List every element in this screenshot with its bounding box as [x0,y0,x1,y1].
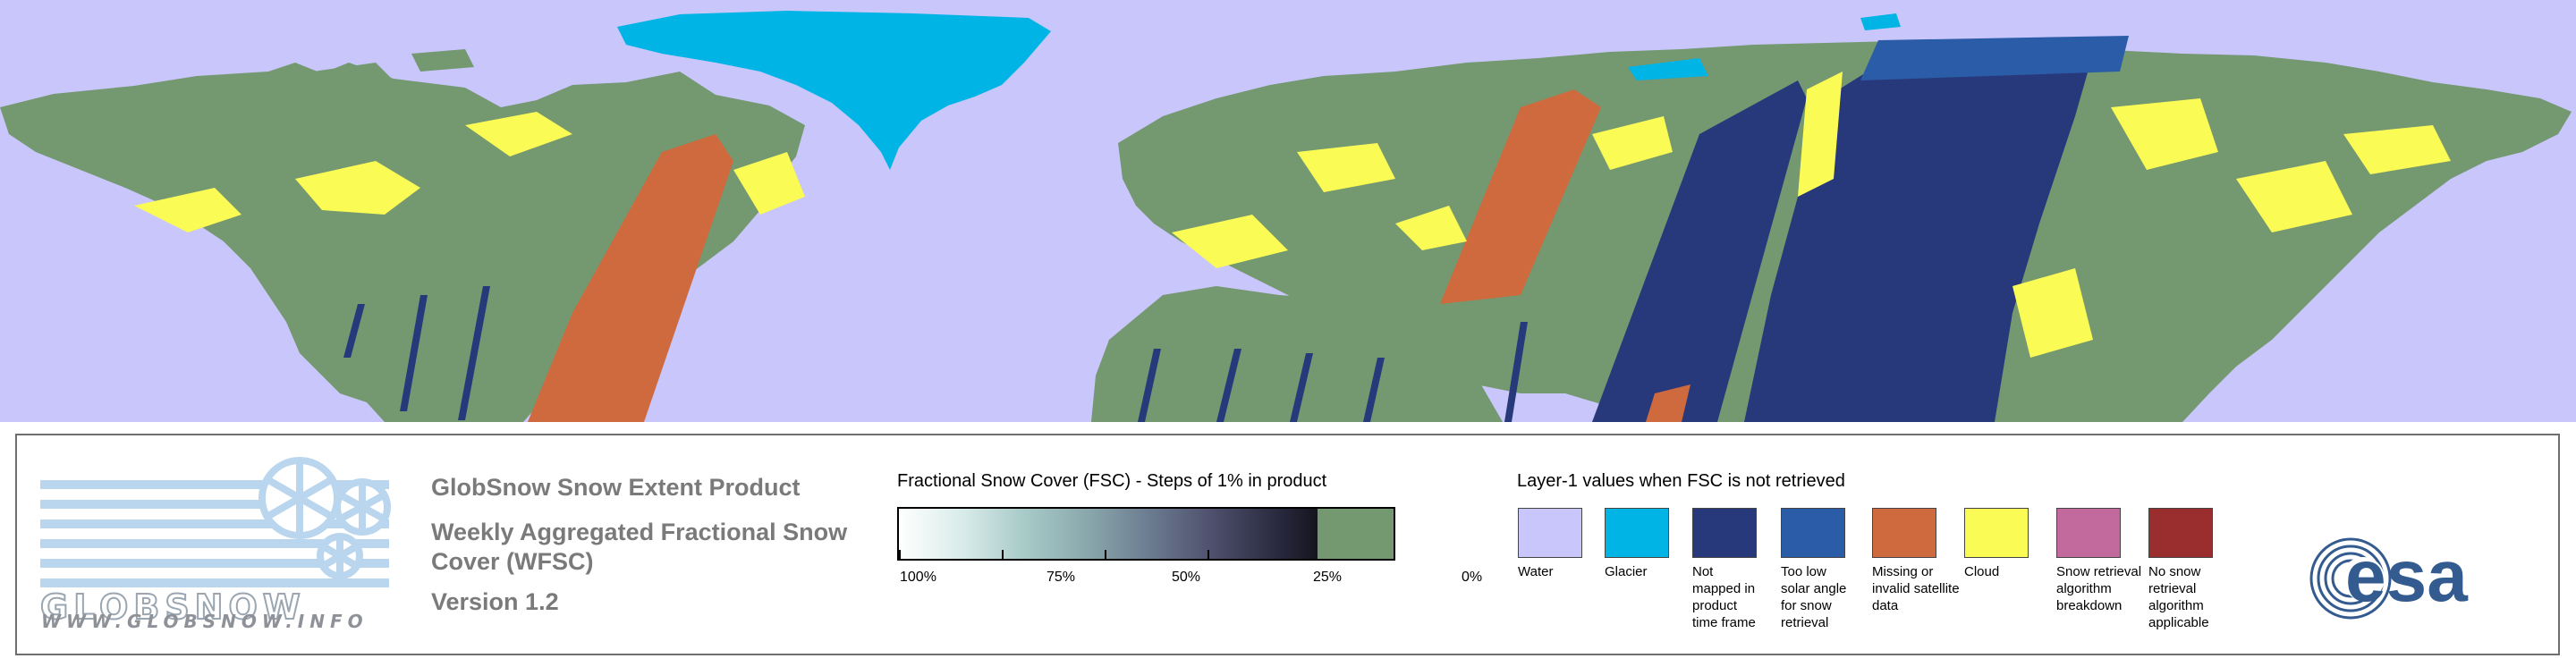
label-cloud: Cloud [1964,564,2000,579]
swatch-low-solar [1781,508,1845,558]
thin-swaths [343,286,1528,422]
fsc-tick-label: 25% [1313,570,1343,585]
label-algorithm-breakdown: Snow retrieval algorithm breakdown [2056,564,2142,613]
swath-missing-asia [1646,384,1690,422]
swath-missing-na [528,134,733,422]
swatch-not-mapped [1692,508,1757,558]
fsc-tick-label: 100% [900,570,936,585]
swatch-water [1518,508,1582,558]
fsc-tick-label: 75% [1046,570,1076,585]
map-canvas [0,11,2572,422]
product-version: Version 1.2 [431,588,559,615]
globsnow-logo: GLOBSNOW [39,453,398,650]
swatch-no-algorithm [2148,508,2213,558]
fsc-color-bar [897,507,1395,561]
label-water: Water [1518,564,1554,579]
product-title: GlobSnow Snow Extent Product [431,474,801,501]
label-not-mapped: Not mapped in product time frame [1692,564,1756,630]
snowflake-stripes-icon: GLOBSNOW [39,457,391,628]
arctic-glaciers [1628,13,1901,80]
product-subtitle: Weekly Aggregated Fractional Snow Cover … [431,519,848,575]
label-low-solar: Too low solar angle for snow retrieval [1781,564,1847,630]
layer1-legend-title: Layer-1 values when FSC is not retrieved [1517,471,1845,491]
swath-missing-eu [1440,89,1601,304]
fsc-tick-label: 0% [1462,570,1483,585]
esa-globe-icon: esa [2309,536,2469,620]
swatch-glacier [1605,508,1669,558]
swath-low-solar [1860,36,2129,80]
snow-cover-map [0,0,2576,422]
fsc-tick [1002,550,1004,559]
fsc-tick [899,550,901,559]
fsc-zero-swatch [1318,509,1394,559]
fsc-tick-label: 50% [1172,570,1201,585]
esa-logo: esa [2308,534,2549,623]
label-no-algorithm: No snow retrieval algorithm applicable [2148,564,2209,630]
fsc-tick [1105,550,1106,559]
globsnow-url[interactable]: WWW.GLOBSNOW.INFO [41,611,369,632]
swath-not-mapped [1592,80,1807,422]
greenland-landmass [617,11,1051,170]
esa-wordmark: esa [2345,536,2469,617]
cloud-patches [134,72,2451,358]
label-missing: Missing or invalid satellite data [1872,564,1960,613]
fsc-tick [1208,550,1209,559]
swatch-algorithm-breakdown [2056,508,2121,558]
africa-landmass [1091,286,1503,422]
label-glacier: Glacier [1605,564,1648,579]
globsnow-wordmark: GLOBSNOW [40,587,306,627]
fsc-legend-title: Fractional Snow Cover (FSC) - Steps of 1… [897,471,1327,491]
fsc-gradient [899,509,1318,559]
legend-panel: GLOBSNOW WWW.GLOBSNOW.INFO GlobSnow Snow… [15,434,2560,655]
swatch-cloud [1964,508,2029,558]
swatch-missing [1872,508,1936,558]
